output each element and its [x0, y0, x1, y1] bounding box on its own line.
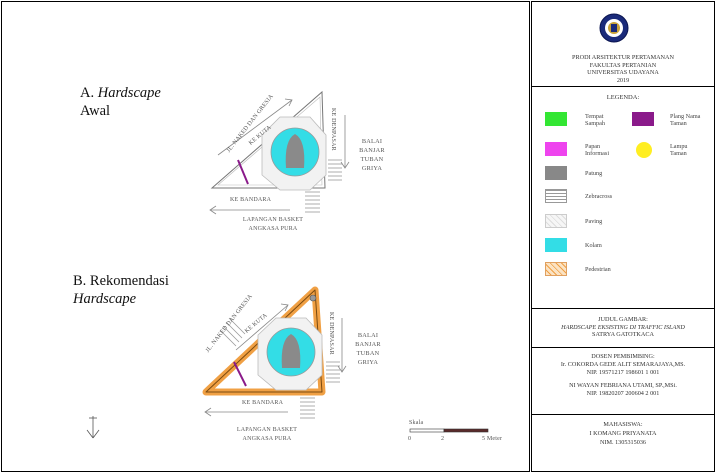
panel-a-letter: A.: [80, 85, 95, 101]
plan-b-zebracross-south: [300, 397, 315, 419]
plan-a-lapangan-label: LAPANGAN BASKET ANGKASA PURA: [242, 217, 304, 232]
scale-title: Skala: [409, 420, 424, 426]
north-arrow-icon: [86, 416, 100, 439]
plan-a-balai-label: BALAI BANJAR TUBAN GRIYA: [359, 138, 385, 172]
plan-a-zebracross-east: [328, 159, 342, 181]
legend-swatch-pedestrian: [545, 262, 567, 276]
divider-3: [531, 347, 715, 348]
legend-swatch-tempat-sampah: [545, 112, 567, 126]
panel-a-line2: Awal: [80, 103, 111, 119]
panel-a-italic: Hardscape: [97, 85, 161, 101]
legend-label-lampu-taman: Lampu Taman: [670, 143, 688, 157]
legend-swatch-zebracross: [545, 189, 567, 203]
divider-1: [531, 86, 715, 87]
dosen-block: DOSEN PEMBIMBING: Ir. COKORDA GEDE ALIT …: [560, 353, 686, 397]
scale-tick-2: 2: [441, 436, 445, 442]
legend-label-tempat-sampah: Tempat Sampah: [585, 113, 605, 127]
scale-tick-0: 0: [408, 436, 412, 442]
legend-label-zebracross: Zebracross: [585, 193, 613, 200]
site-plans-svg: [86, 90, 489, 439]
legend-swatch-papan-informasi: [545, 142, 567, 156]
plan-b-zebracross-east: [326, 361, 340, 383]
plan-b-lamp: [309, 294, 317, 302]
panel-b-heading: B. Rekomendasi Hardscape: [73, 272, 169, 308]
legend-swatch-kolam: [545, 238, 567, 252]
plan-b-bandara-label: KE BANDARA: [242, 400, 284, 406]
plan-b-zebracross-west: [219, 317, 246, 347]
plan-b-lapangan-label: LAPANGAN BASKET ANGKASA PURA: [236, 427, 298, 442]
plan-b-balai-label: BALAI BANJAR TUBAN GRIYA: [355, 332, 381, 366]
divider-4: [531, 414, 715, 415]
plan-b-name-sign: [233, 361, 247, 387]
legend-label-papan-informasi: Papan Informasi: [585, 143, 610, 157]
panel-b-line1: B. Rekomendasi: [73, 273, 169, 289]
plan-b-arrows: [204, 303, 347, 417]
panel-b-italic: Hardscape: [73, 291, 137, 307]
legend-swatch-paving: [545, 214, 567, 228]
plan-a-arrows: [209, 98, 350, 215]
legend-label-plang-nama: Plang Nama Taman: [670, 113, 701, 127]
mahasiswa-block: MAHASISWA: I KOMANG PRIYANATA NIM. 130531…: [589, 421, 657, 446]
legend-label-paving: Paving: [585, 218, 603, 225]
university-logo: [599, 13, 629, 43]
judul-block: JUDUL GAMBAR: HARDSCAPE EKSISTING DI TRA…: [561, 316, 685, 338]
legend-label-pedestrian: Pedestrian: [585, 266, 611, 273]
plan-a-bandara-label: KE BANDARA: [230, 197, 272, 203]
legend-swatch-lampu-taman: [636, 142, 652, 158]
legend-label-kolam: Kolam: [585, 242, 602, 249]
scale-bar: [409, 428, 489, 433]
plan-b: [202, 286, 347, 419]
panel-a-heading: A. Hardscape Awal: [80, 84, 161, 120]
institution-block: PRODI ARSITEKTUR PERTAMANAN FAKULTAS PERT…: [572, 54, 674, 84]
plan-a-statue: [285, 134, 305, 168]
plan-b-denpasar-label: KE DENPASAR: [328, 312, 334, 355]
main-drawing-frame: [1, 1, 530, 472]
plan-b-statue: [281, 334, 301, 368]
plan-a-name-sign: [237, 159, 249, 185]
title-block-frame: [531, 1, 715, 472]
legend-swatch-plang-nama: [632, 112, 654, 126]
plan-a: [209, 90, 350, 215]
plan-a-zebracross-south: [305, 191, 320, 213]
plan-a-denpasar-label: KE DENPASAR: [330, 108, 336, 151]
divider-2: [531, 308, 715, 309]
legend-title: LEGENDA:: [606, 94, 640, 101]
legend-swatch-patung: [545, 166, 567, 180]
scale-tick-5: 5 Meter: [482, 436, 503, 442]
legend-label-patung: Patung: [585, 170, 603, 177]
